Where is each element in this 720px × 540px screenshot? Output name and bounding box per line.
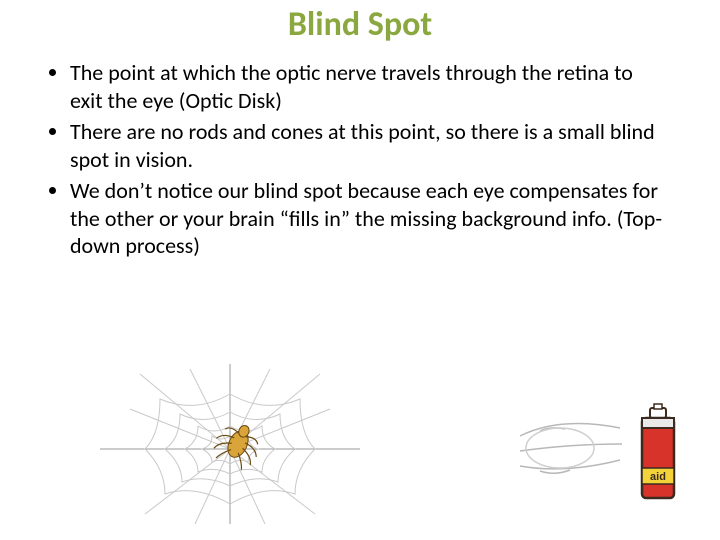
slide: Blind Spot The point at which the optic … (0, 4, 720, 540)
page-title: Blind Spot (0, 4, 720, 45)
spray-lines (520, 424, 622, 474)
bullet-text: The point at which the optic nerve trave… (70, 59, 633, 114)
can: aid (642, 404, 674, 498)
bullet-item: There are no rods and cones at this poin… (70, 118, 670, 173)
bullet-item: We don’t notice our blind spot because e… (70, 177, 670, 260)
bullet-text: There are no rods and cones at this poin… (70, 118, 655, 173)
can-label-text: aid (650, 471, 666, 483)
image-row: aid (0, 354, 720, 524)
bullet-item: The point at which the optic nerve trave… (70, 59, 670, 114)
spider-web-icon (100, 354, 360, 524)
bullet-text: We don’t notice our blind spot because e… (70, 177, 662, 259)
spray-can-icon: aid (510, 396, 690, 506)
bullet-list: The point at which the optic nerve trave… (70, 59, 670, 260)
web-strands (100, 364, 360, 524)
title-text: Blind Spot (288, 4, 432, 45)
